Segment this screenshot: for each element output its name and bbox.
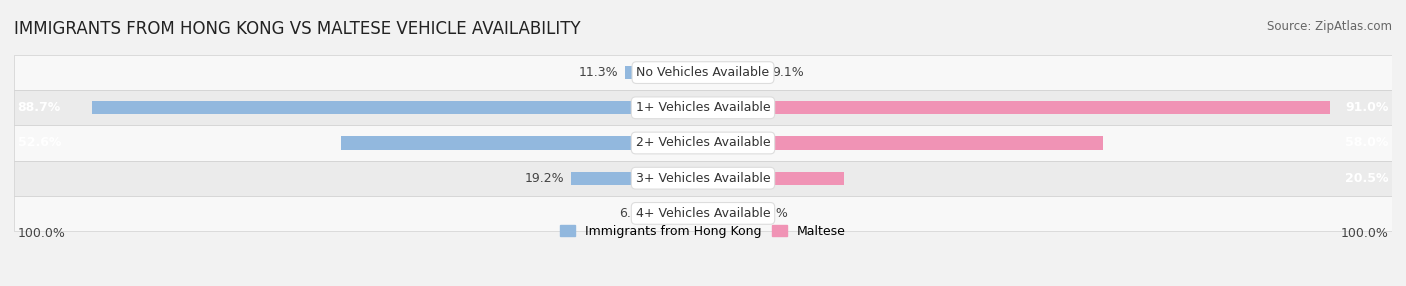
Text: 88.7%: 88.7% xyxy=(17,101,60,114)
Bar xyxy=(703,136,1102,150)
Text: 6.7%: 6.7% xyxy=(756,207,787,220)
FancyBboxPatch shape xyxy=(14,55,1392,90)
Text: 91.0%: 91.0% xyxy=(1346,101,1389,114)
Text: 100.0%: 100.0% xyxy=(17,227,66,240)
Bar xyxy=(91,101,703,114)
Text: 4+ Vehicles Available: 4+ Vehicles Available xyxy=(636,207,770,220)
Text: 100.0%: 100.0% xyxy=(1340,227,1389,240)
Text: 2+ Vehicles Available: 2+ Vehicles Available xyxy=(636,136,770,150)
Bar xyxy=(658,207,703,220)
FancyBboxPatch shape xyxy=(14,196,1392,231)
Text: 19.2%: 19.2% xyxy=(524,172,564,185)
Bar xyxy=(703,172,844,185)
Bar xyxy=(571,172,703,185)
Bar xyxy=(703,207,749,220)
Text: 20.5%: 20.5% xyxy=(1346,172,1389,185)
Text: 3+ Vehicles Available: 3+ Vehicles Available xyxy=(636,172,770,185)
Text: IMMIGRANTS FROM HONG KONG VS MALTESE VEHICLE AVAILABILITY: IMMIGRANTS FROM HONG KONG VS MALTESE VEH… xyxy=(14,20,581,38)
Text: 9.1%: 9.1% xyxy=(772,66,804,79)
Text: 1+ Vehicles Available: 1+ Vehicles Available xyxy=(636,101,770,114)
Legend: Immigrants from Hong Kong, Maltese: Immigrants from Hong Kong, Maltese xyxy=(555,220,851,243)
Text: No Vehicles Available: No Vehicles Available xyxy=(637,66,769,79)
Bar xyxy=(703,101,1330,114)
FancyBboxPatch shape xyxy=(14,161,1392,196)
Bar xyxy=(703,66,766,79)
FancyBboxPatch shape xyxy=(14,90,1392,125)
Text: 6.5%: 6.5% xyxy=(620,207,651,220)
Bar xyxy=(626,66,703,79)
Text: 11.3%: 11.3% xyxy=(579,66,619,79)
Text: 52.6%: 52.6% xyxy=(17,136,60,150)
Text: 58.0%: 58.0% xyxy=(1346,136,1389,150)
Text: Source: ZipAtlas.com: Source: ZipAtlas.com xyxy=(1267,20,1392,33)
FancyBboxPatch shape xyxy=(14,125,1392,161)
Bar xyxy=(340,136,703,150)
